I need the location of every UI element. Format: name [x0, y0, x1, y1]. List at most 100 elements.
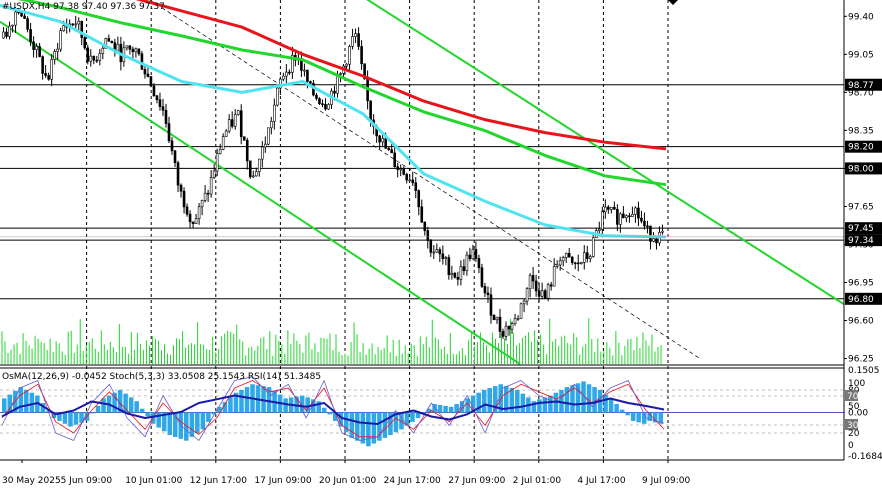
candle-body — [399, 168, 403, 171]
osma-bar — [18, 387, 24, 413]
candle-body — [38, 46, 41, 57]
candle-body — [327, 104, 330, 110]
oscillator-axis-label: 0.1505 — [848, 366, 880, 376]
candle-body — [254, 171, 258, 177]
candle-body — [248, 160, 252, 178]
candle-body — [477, 258, 481, 269]
candle-body — [610, 206, 613, 210]
osma-bar — [195, 412, 200, 434]
osma-bar — [233, 392, 239, 413]
osma-bar — [592, 387, 597, 413]
candle-body — [450, 272, 454, 276]
rsi-level-box — [845, 390, 858, 401]
candle-body — [351, 36, 354, 47]
candle-body — [239, 110, 243, 137]
level-label-box — [845, 222, 882, 235]
candle-body — [613, 206, 616, 210]
osma-bar — [470, 395, 476, 413]
sub-panel[interactable] — [0, 376, 844, 447]
candle-body — [221, 136, 225, 150]
osma-bar — [382, 412, 388, 438]
candle-body — [646, 225, 649, 228]
osma-bar — [509, 388, 515, 413]
candle-body — [441, 253, 445, 259]
indicator-header: OsMA(12,26,9) -0.0452 Stoch(5,3,3) 33.05… — [2, 372, 321, 382]
candle-body — [570, 256, 574, 264]
candle-body — [282, 75, 285, 80]
osma-bar — [448, 406, 454, 413]
volume-bars — [1, 318, 662, 364]
candle-body — [619, 213, 622, 225]
time-label: 4 Jul 17:00 — [577, 476, 626, 486]
osma-bar — [156, 412, 161, 428]
candle-body — [396, 166, 399, 170]
osma-bar — [79, 412, 84, 423]
candle-body — [23, 15, 26, 19]
candle-body — [158, 99, 162, 107]
candle-body — [543, 290, 547, 299]
time-label: 2 Jul 01:00 — [513, 476, 562, 486]
candle-body — [501, 331, 505, 337]
candle-body — [637, 207, 640, 219]
candle-body — [233, 114, 237, 127]
level-label-box — [845, 78, 882, 91]
candle-body — [47, 75, 50, 80]
candle-body — [549, 284, 553, 287]
osma-bar — [90, 412, 95, 414]
osma-bar — [531, 401, 537, 413]
candle-body — [137, 48, 141, 55]
candle-body — [402, 168, 406, 175]
candle-body — [257, 158, 261, 173]
osma-bar — [487, 388, 492, 413]
candle-body — [185, 206, 189, 215]
osma-bar — [537, 399, 542, 413]
candle-body — [345, 63, 348, 67]
osma-bar — [2, 398, 7, 413]
candle-body — [306, 69, 309, 82]
osma-bar — [625, 412, 630, 416]
main-panel[interactable] — [0, 0, 845, 460]
chart-shift-icon[interactable] — [668, 0, 678, 5]
candle-body — [510, 323, 514, 330]
level-label-box — [845, 140, 882, 153]
time-label: 20 Jun 01:00 — [319, 476, 376, 486]
candle-body — [552, 266, 556, 287]
candle-body — [591, 237, 595, 257]
osma-bar — [366, 412, 371, 447]
candle-body — [236, 110, 240, 115]
osma-bar — [305, 397, 310, 413]
candle-body — [507, 325, 511, 330]
osma-bar — [327, 412, 332, 415]
candle-body — [483, 286, 487, 294]
candle-body — [640, 217, 643, 222]
candle-body — [522, 300, 526, 305]
candle-body — [390, 149, 393, 154]
candle-body — [77, 20, 81, 25]
candle-body — [5, 31, 8, 37]
candle-body — [200, 200, 204, 208]
price-tick-label: 96.25 — [848, 355, 874, 365]
price-axis: 99.4099.0598.7098.3598.0097.6597.3096.95… — [844, 12, 874, 365]
osma-bar — [410, 412, 415, 422]
candle-body — [41, 56, 44, 74]
osma-bar — [349, 412, 355, 438]
ema-cyan-line — [0, 3, 667, 239]
candle-body — [643, 220, 646, 227]
candle-body — [26, 18, 29, 30]
candle-body — [32, 41, 35, 50]
candle-body — [661, 230, 664, 233]
osma-bar — [40, 403, 46, 413]
time-label: 24 Jun 17:00 — [384, 476, 441, 486]
level-label: 98.00 — [848, 164, 874, 174]
level-label-box — [845, 292, 882, 305]
osma-bar — [128, 397, 134, 413]
candle-body — [339, 73, 342, 75]
osma-bar — [57, 412, 62, 421]
oscillator-axis-label: -0.1684 — [848, 452, 882, 462]
candle-body — [206, 192, 210, 195]
osma-bar — [404, 412, 410, 426]
oscillator-axis-label: 100 — [848, 379, 865, 389]
candle-body — [462, 266, 466, 272]
candle-body — [179, 184, 183, 192]
candle-body — [588, 256, 592, 259]
